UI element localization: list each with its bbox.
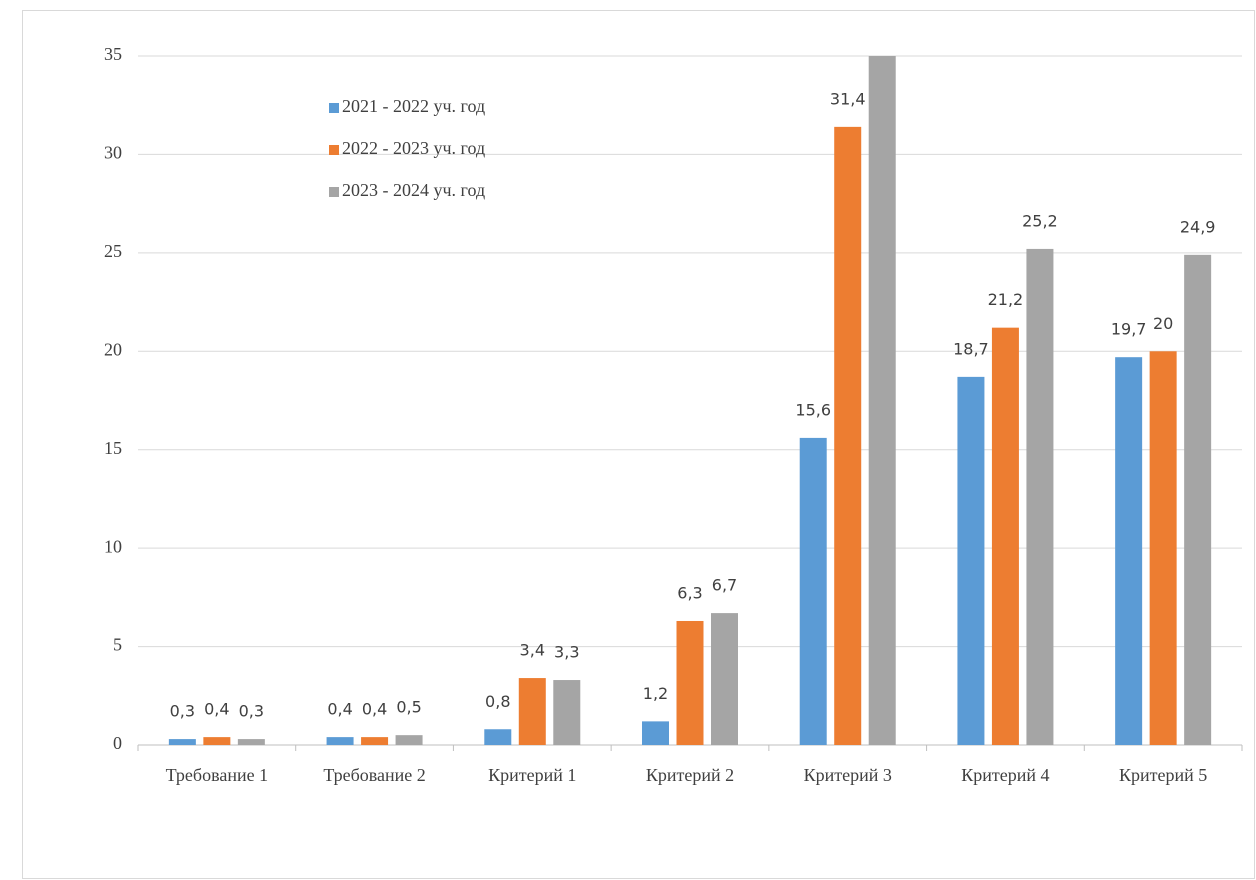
bar [711, 613, 738, 745]
x-tick-label: Требование 1 [166, 765, 268, 785]
y-tick-label: 35 [104, 44, 122, 64]
bar [518, 678, 546, 745]
bar [395, 735, 423, 745]
bar [676, 620, 704, 745]
y-tick-label: 10 [104, 536, 122, 556]
bar [1115, 357, 1143, 745]
x-tick-label: Требование 2 [323, 765, 425, 785]
data-label: 0,4 [362, 700, 387, 719]
bar [957, 376, 985, 745]
bar [991, 327, 1019, 745]
bar [642, 721, 669, 745]
data-label: 0,3 [170, 702, 195, 721]
x-tick-label: Критерий 5 [1119, 765, 1207, 785]
data-label: 24,9 [1180, 217, 1216, 236]
data-label: 3,4 [520, 641, 545, 660]
bar [361, 737, 389, 745]
bar [834, 126, 862, 745]
bar [868, 56, 896, 745]
data-label: 19,7 [1111, 320, 1147, 339]
data-label: 20 [1153, 314, 1173, 333]
data-label: 21,2 [988, 290, 1024, 309]
bar [1184, 254, 1212, 745]
legend-label: 2023 - 2024 уч. год [342, 180, 485, 200]
legend-label: 2022 - 2023 уч. год [342, 138, 485, 158]
y-tick-label: 15 [104, 438, 122, 458]
bar [168, 739, 196, 745]
x-tick-label: Критерий 2 [646, 765, 734, 785]
data-label: 31,4 [830, 89, 866, 108]
x-tick-label: Критерий 4 [961, 765, 1049, 785]
x-tick-label: Критерий 1 [488, 765, 576, 785]
data-label: 15,6 [795, 400, 831, 419]
y-tick-label: 20 [104, 339, 122, 359]
data-label: 0,4 [327, 700, 352, 719]
data-label: 0,5 [396, 698, 421, 717]
data-label: 6,7 [712, 576, 737, 595]
legend-swatch [329, 145, 339, 155]
data-label: 25,2 [1022, 211, 1058, 230]
bar [799, 437, 827, 745]
y-tick-label: 5 [113, 635, 122, 655]
bar [237, 739, 265, 745]
bar [203, 737, 231, 745]
bar [1026, 248, 1054, 746]
data-label: 1,2 [643, 684, 668, 703]
y-tick-label: 25 [104, 241, 122, 261]
y-tick-label: 0 [113, 733, 122, 753]
y-tick-label: 30 [104, 143, 122, 163]
data-label: 0,4 [204, 700, 229, 719]
legend-swatch [329, 103, 339, 113]
bar [553, 680, 581, 745]
data-label: 3,3 [554, 643, 579, 662]
x-tick-label: Критерий 3 [804, 765, 892, 785]
data-label: 6,3 [677, 583, 702, 602]
data-label: 0,8 [485, 692, 510, 711]
legend-swatch [329, 187, 339, 197]
data-label: 18,7 [953, 339, 989, 358]
chart-frame [22, 10, 1255, 879]
bar [326, 737, 354, 745]
bar [484, 729, 512, 745]
data-label: 0,3 [239, 702, 264, 721]
legend-label: 2021 - 2022 уч. год [342, 96, 485, 116]
bar [1149, 351, 1177, 745]
